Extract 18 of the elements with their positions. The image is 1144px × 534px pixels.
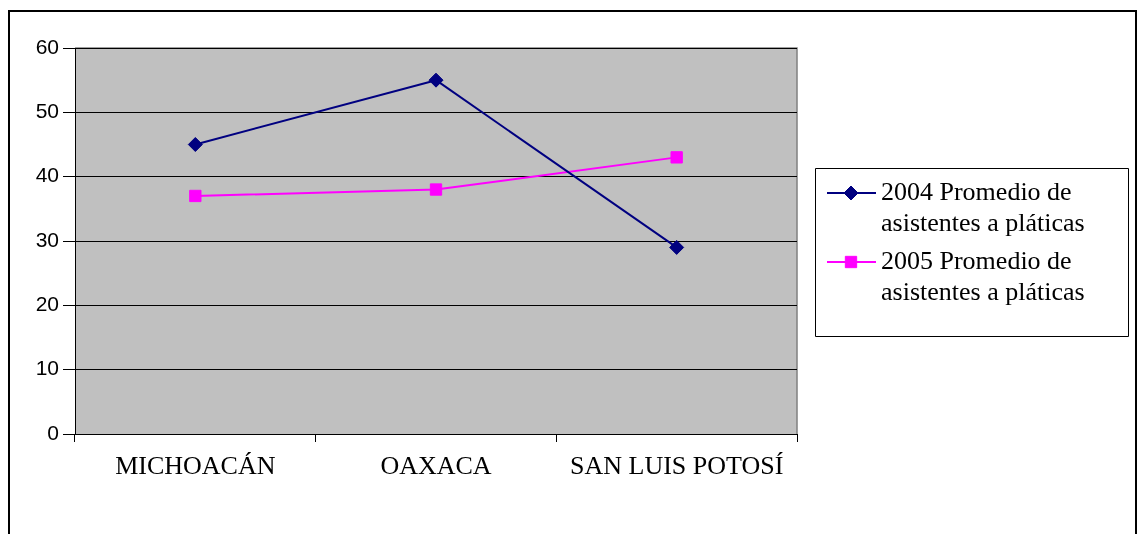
legend-label: 2005 Promedio de asistentes a pláticas — [881, 245, 1085, 306]
legend-label: 2004 Promedio de asistentes a pláticas — [881, 176, 1085, 237]
point — [669, 239, 685, 255]
x-tick-label: MICHOACÁN — [115, 451, 276, 481]
y-tick-label: 20 — [35, 292, 59, 316]
y-tick-label: 50 — [35, 99, 59, 123]
x-tick-label: SAN LUIS POTOSÍ — [569, 451, 784, 481]
point — [429, 183, 443, 196]
y-tick-label: 60 — [35, 34, 59, 58]
point — [670, 151, 683, 164]
y-tick-label: 0 — [47, 420, 59, 444]
y-tick-label: 10 — [35, 356, 59, 380]
point — [428, 72, 444, 88]
x-tick-label: OAXACA — [380, 451, 492, 481]
point — [189, 189, 202, 203]
y-tick-label: 40 — [35, 163, 59, 187]
y-tick-label: 30 — [35, 227, 59, 251]
point — [187, 137, 203, 152]
